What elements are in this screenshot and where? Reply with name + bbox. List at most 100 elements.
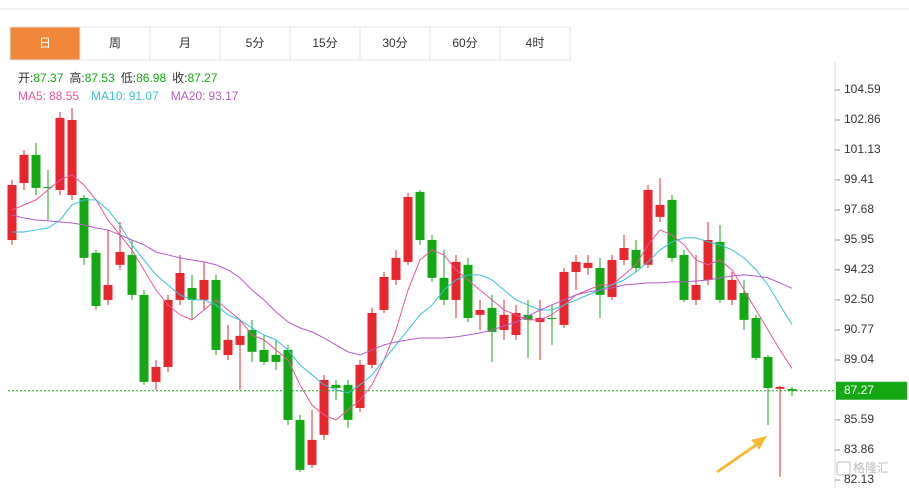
tab[interactable] [219,26,291,61]
tab-label: 月 [179,36,191,50]
y-tick-label: 82.13 [844,472,874,486]
tab-label: 30分 [382,36,407,50]
candle-body [43,187,53,189]
candle-body [271,354,281,362]
candle-body [499,314,509,330]
y-tick-label: 104.59 [844,82,881,96]
candle-body [667,199,677,258]
candle-body [91,252,101,306]
candle-body [439,277,449,300]
y-tick-label: 85.59 [844,412,874,426]
y-tick-label: 101.13 [844,142,881,156]
y-tick-label: 95.95 [844,232,874,246]
legend-value: 91.07 [128,89,159,103]
arrow [716,436,767,473]
candle-body [475,309,485,315]
ohlc-legend: 开:87.37 高:87.53 低:86.98 收:87.27 [18,71,224,85]
candle-body [187,287,197,300]
y-tick-label: 94.23 [844,262,874,276]
candle-body [223,339,233,355]
candle-body [739,292,749,320]
candle-body [115,251,125,265]
candle-body [151,366,161,382]
candle-body [715,241,725,300]
legend-value: 88.55 [49,89,80,103]
stat-label: 高: [69,71,85,85]
legend-value: 93.17 [208,89,239,103]
legend-name: MA20: [170,89,206,103]
candle-body [787,389,797,391]
candle-body [619,247,629,260]
y-tick-label: 83.86 [844,442,874,456]
candle-body [7,184,17,241]
y-tick-label: 89.04 [844,352,874,366]
tab-label: 60分 [452,36,477,50]
candle-body [31,154,41,188]
last-price-box [836,381,907,400]
candle-body [379,276,389,310]
candle-body [79,197,89,258]
candle-body [211,279,221,350]
tab-label: 5分 [246,36,265,50]
candle-body [655,204,665,217]
stat-label: 开: [18,71,34,85]
y-tick-label: 92.50 [844,292,874,306]
candle-body [175,273,185,300]
candle-body [775,386,785,389]
candle-body [139,294,149,382]
candle-body [391,257,401,280]
tab-label: 周 [109,36,121,50]
stat-label: 收: [172,71,188,85]
tab[interactable] [429,26,501,61]
stat-value: 87.53 [84,71,115,85]
candle-body [595,267,605,295]
stat-value: 86.98 [136,71,167,85]
candle-body [463,264,473,318]
legend-name: MA5: [18,89,47,103]
tab-label: 4时 [526,36,545,50]
stat-label: 低: [120,71,137,85]
candle-body [571,261,581,272]
tab[interactable] [359,26,431,61]
candle-body [643,189,653,265]
candle-body [763,356,773,388]
candle-body [679,254,689,300]
tab[interactable] [9,26,81,61]
candle-body [403,196,413,262]
candle-body [607,259,617,297]
y-tick-label: 90.77 [844,322,874,336]
last-price-label: 87.27 [844,383,874,397]
stat-value: 87.37 [33,71,64,85]
candle-body [703,240,713,280]
candle-body [259,349,269,362]
ma-line [11,214,793,356]
candle-body [487,307,497,332]
ma-legend: MA5: 88.55 MA10: 91.07 MA20: 93.17 [18,89,250,103]
tab[interactable] [79,26,151,61]
candle-body [163,299,173,367]
tab-label: 15分 [312,36,337,50]
tab[interactable] [499,26,571,61]
candle-body [283,349,293,420]
candle-body [127,254,137,295]
candle-body [559,271,569,325]
y-tick-label: 99.41 [844,172,874,186]
candle-body [727,279,737,300]
candle-body [295,419,305,470]
candle-body [451,261,461,300]
candle-body [631,249,641,268]
candle-body [307,439,317,465]
y-tick-label: 97.68 [844,202,874,216]
candle-body [547,317,557,320]
candle-body [427,240,437,278]
candle-body [247,329,257,352]
candle-body [235,335,245,345]
candle-body [583,262,593,268]
candle-body [19,154,29,184]
candle-body [199,279,209,300]
candle-body [511,312,521,336]
candle-body [319,379,329,435]
candle-body [55,117,65,190]
